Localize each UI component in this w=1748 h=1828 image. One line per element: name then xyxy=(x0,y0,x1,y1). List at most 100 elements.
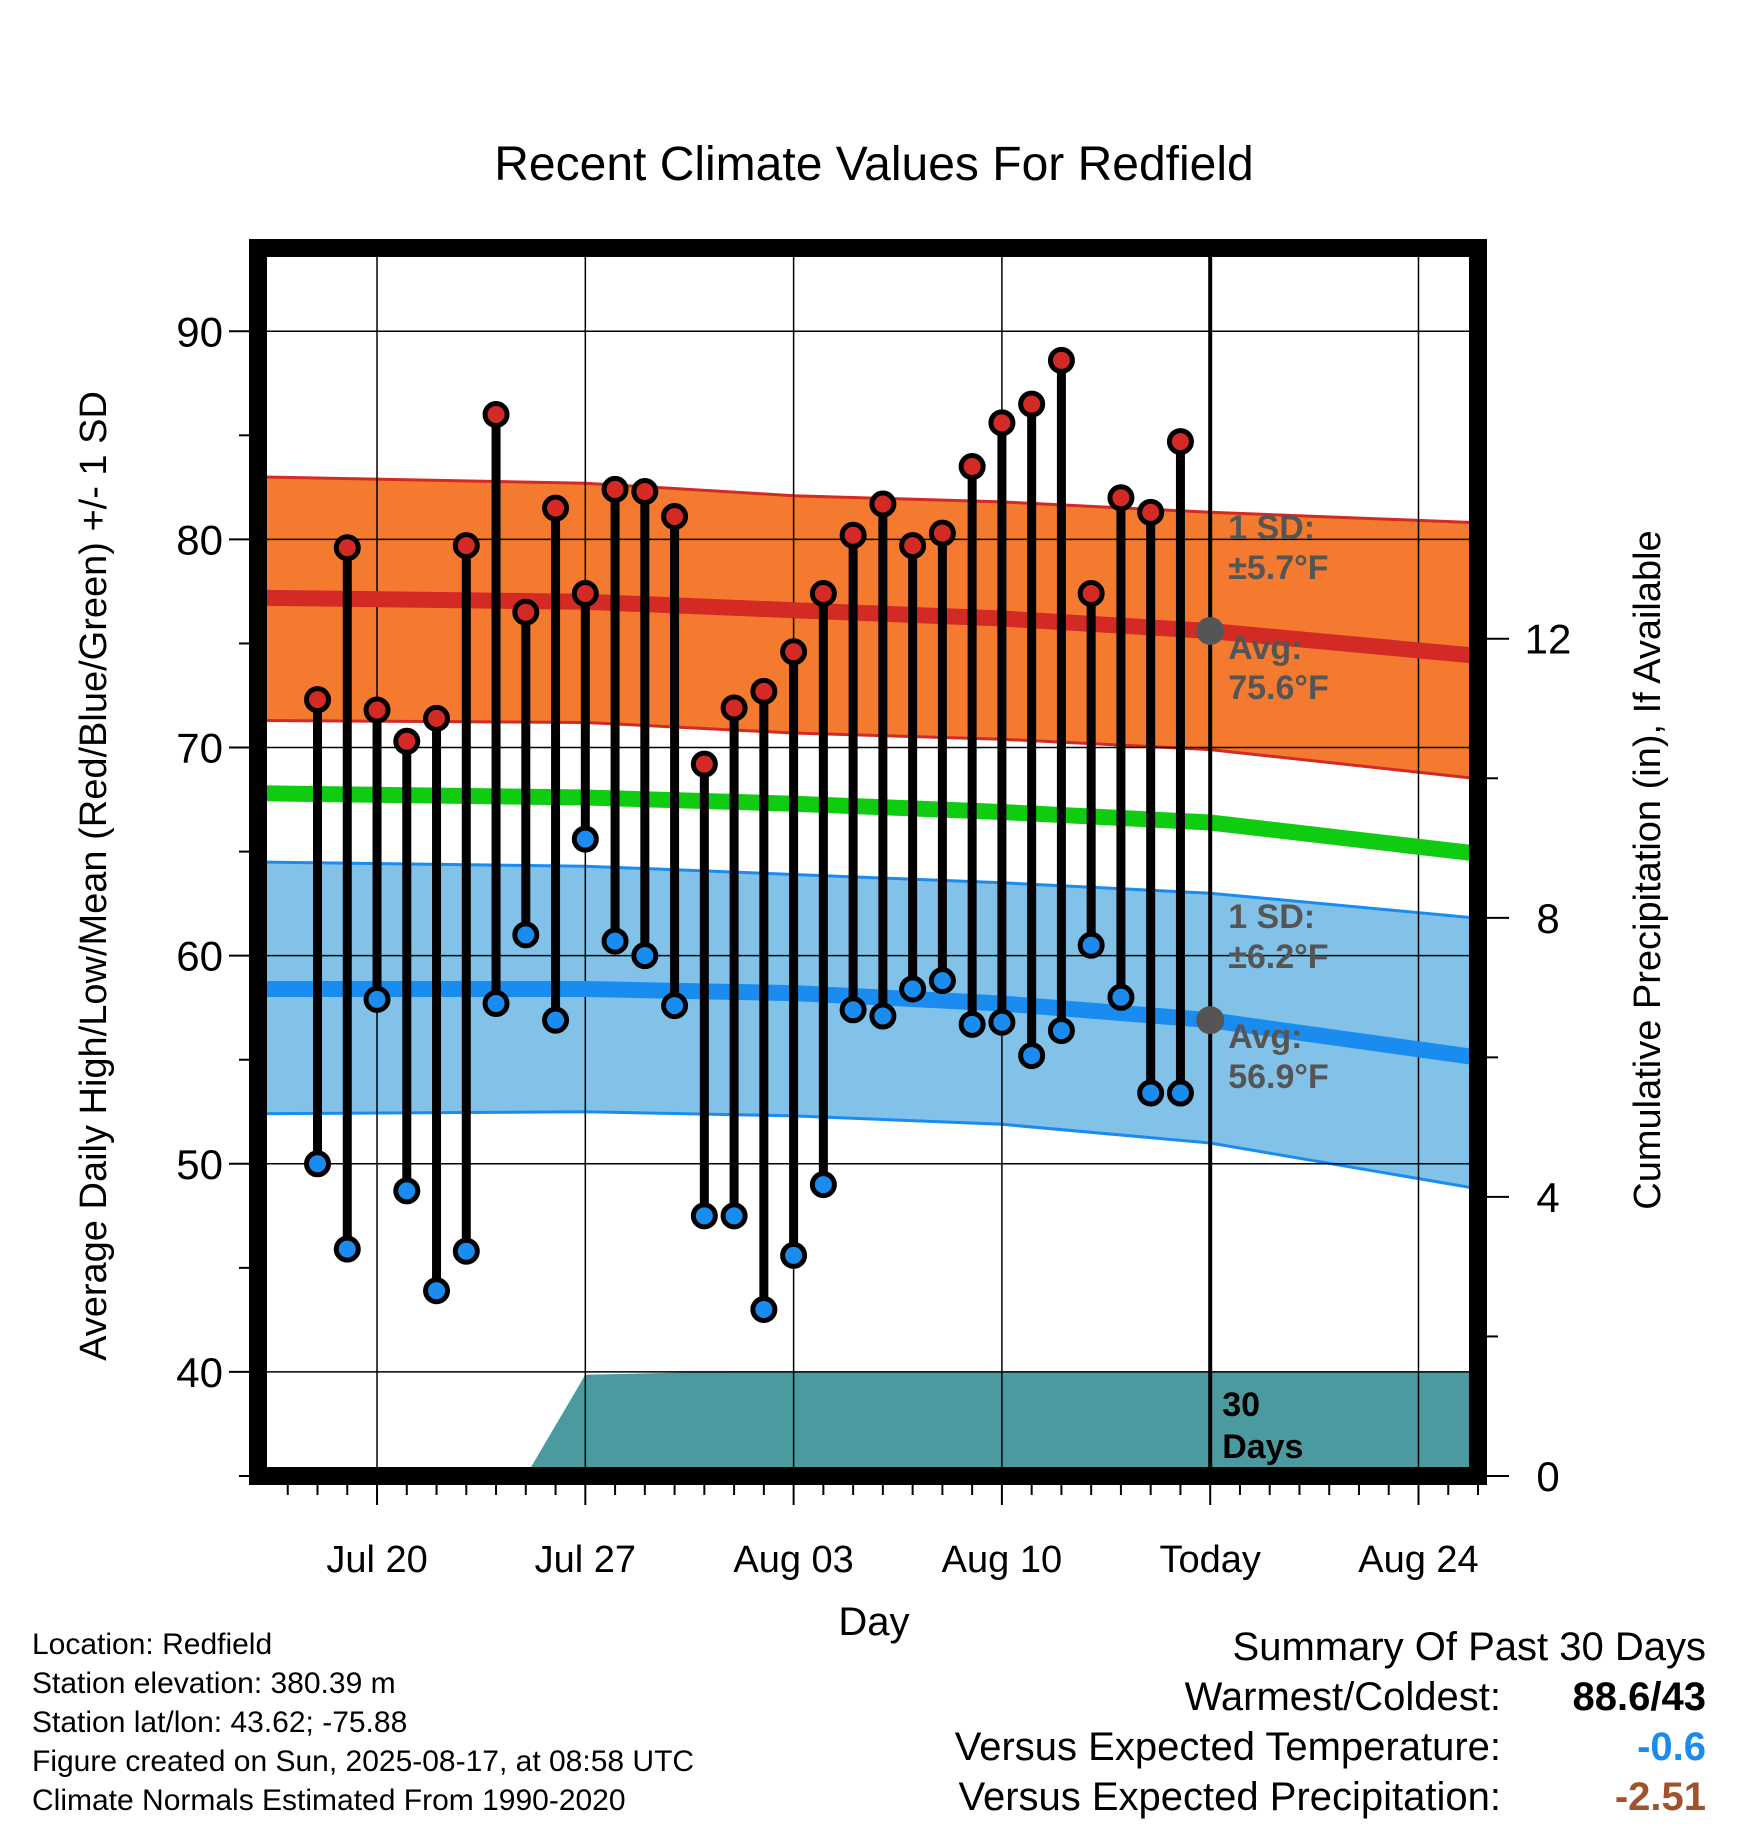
daily-low-point xyxy=(482,990,510,1018)
avg-low-line xyxy=(258,981,1478,1066)
daily-high-point xyxy=(571,580,599,608)
daily-high-point xyxy=(869,490,897,518)
y-tick-label: 50 xyxy=(176,1141,223,1188)
warmest-value: 88.6/43 xyxy=(1572,1675,1706,1719)
daily-high-point xyxy=(928,519,956,547)
daily-low-point xyxy=(928,967,956,995)
avg-mean-line xyxy=(258,785,1478,862)
x-tick-label: Today xyxy=(1159,1539,1260,1581)
daily-high-point xyxy=(988,409,1016,437)
daily-high-point xyxy=(482,401,510,429)
temp-anomaly-value: -0.6 xyxy=(1637,1725,1706,1769)
y2-axis-label: Cumulative Precipitation (in), If Availa… xyxy=(1627,530,1669,1209)
daily-low-point xyxy=(1166,1079,1194,1107)
summary-temp-row: Versus Expected Temperature: -0.6 xyxy=(806,1722,1706,1772)
summary-precip-row: Versus Expected Precipitation: -2.51 xyxy=(806,1772,1706,1822)
daily-high-point xyxy=(423,704,451,732)
daily-low-point xyxy=(899,975,927,1003)
station-info: Location: Redfield Station elevation: 38… xyxy=(32,1625,694,1820)
low-sd-band xyxy=(258,862,1478,1189)
temp-anomaly-label: Versus Expected Temperature: xyxy=(954,1725,1501,1769)
daily-high-point xyxy=(750,677,778,705)
daily-high-point xyxy=(809,580,837,608)
daily-low-point xyxy=(1137,1079,1165,1107)
period-label-number: 30 xyxy=(1222,1386,1260,1424)
y2-tick-label: 4 xyxy=(1536,1174,1559,1221)
daily-low-point xyxy=(750,1295,778,1323)
daily-high-point xyxy=(1077,580,1105,608)
daily-high-point xyxy=(839,521,867,549)
daily-low-point xyxy=(333,1235,361,1263)
daily-low-point xyxy=(1018,1042,1046,1070)
low-band-upper-edge xyxy=(258,860,1478,920)
x-tick-label: Aug 24 xyxy=(1358,1539,1478,1581)
daily-low-point xyxy=(780,1241,808,1269)
high-band-upper-edge xyxy=(258,475,1478,525)
normals-text: Climate Normals Estimated From 1990-2020 xyxy=(32,1784,626,1817)
daily-low-point xyxy=(958,1010,986,1038)
y-tick-label: 90 xyxy=(176,308,223,355)
daily-low-point xyxy=(363,985,391,1013)
today-avg-low-marker xyxy=(1196,1006,1225,1035)
plot-frame xyxy=(249,239,1487,1485)
daily-low-point xyxy=(452,1237,480,1265)
y-tick-label: 60 xyxy=(176,933,223,980)
daily-low-point xyxy=(661,992,689,1020)
y2-tick-label: 0 xyxy=(1536,1453,1559,1500)
daily-low-point xyxy=(1047,1017,1075,1045)
daily-high-point xyxy=(958,453,986,481)
daily-high-point xyxy=(631,478,659,506)
daily-high-point xyxy=(512,598,540,626)
daily-high-point xyxy=(1166,428,1194,456)
daily-low-point xyxy=(809,1171,837,1199)
chart-title: Recent Climate Values For Redfield xyxy=(494,138,1253,191)
daily-low-point xyxy=(839,996,867,1024)
latlon-text: Station lat/lon: 43.62; -75.88 xyxy=(32,1706,408,1739)
location-text: Location: Redfield xyxy=(32,1628,273,1661)
y2-tick-label: 8 xyxy=(1536,895,1559,942)
daily-low-point xyxy=(631,942,659,970)
y-tick-label: 40 xyxy=(176,1349,223,1396)
daily-low-point xyxy=(1077,931,1105,959)
summary-warmest-row: Warmest/Coldest: 88.6/43 xyxy=(806,1672,1706,1722)
daily-high-point xyxy=(304,686,332,714)
today-avg-high-marker xyxy=(1196,616,1225,645)
warmest-label: Warmest/Coldest: xyxy=(1184,1675,1501,1719)
daily-low-point xyxy=(423,1277,451,1305)
high-sd-value: ±5.7°F xyxy=(1228,549,1328,587)
high-sd-label: 1 SD: xyxy=(1228,509,1315,547)
daily-low-point xyxy=(720,1202,748,1230)
daily-low-point xyxy=(393,1177,421,1205)
daily-low-point xyxy=(571,825,599,853)
daily-high-point xyxy=(1018,390,1046,418)
plot-area xyxy=(258,248,1478,1476)
x-tick-label: Aug 10 xyxy=(942,1539,1062,1581)
summary-panel: Summary Of Past 30 Days Warmest/Coldest:… xyxy=(806,1622,1706,1822)
x-tick-label: Aug 03 xyxy=(733,1539,853,1581)
summary-heading: Summary Of Past 30 Days xyxy=(1232,1625,1706,1669)
daily-low-point xyxy=(542,1006,570,1034)
daily-high-point xyxy=(601,475,629,503)
y2-tick-label: 12 xyxy=(1525,616,1572,663)
x-tick-label: Jul 20 xyxy=(326,1539,427,1581)
precip-anomaly-value: -2.51 xyxy=(1614,1775,1706,1819)
y-axis-label: Average Daily High/Low/Mean (Red/Blue/Gr… xyxy=(73,391,115,1361)
daily-low-point xyxy=(869,1002,897,1030)
daily-high-point xyxy=(1047,346,1075,374)
elevation-text: Station elevation: 380.39 m xyxy=(32,1667,396,1700)
x-axis-label: Day xyxy=(838,1600,909,1644)
low-avg-value: 56.9°F xyxy=(1228,1058,1329,1096)
daily-high-point xyxy=(690,750,718,778)
daily-high-point xyxy=(393,727,421,755)
daily-high-point xyxy=(333,534,361,562)
high-band-lower-edge xyxy=(258,719,1478,781)
precip-area xyxy=(258,1371,1478,1476)
daily-high-point xyxy=(899,532,927,560)
created-text: Figure created on Sun, 2025-08-17, at 08… xyxy=(32,1745,695,1778)
precip-anomaly-label: Versus Expected Precipitation: xyxy=(958,1775,1501,1819)
daily-high-point xyxy=(720,694,748,722)
daily-low-point xyxy=(512,921,540,949)
high-avg-label: Avg: xyxy=(1228,629,1302,667)
low-avg-label: Avg: xyxy=(1228,1018,1302,1056)
